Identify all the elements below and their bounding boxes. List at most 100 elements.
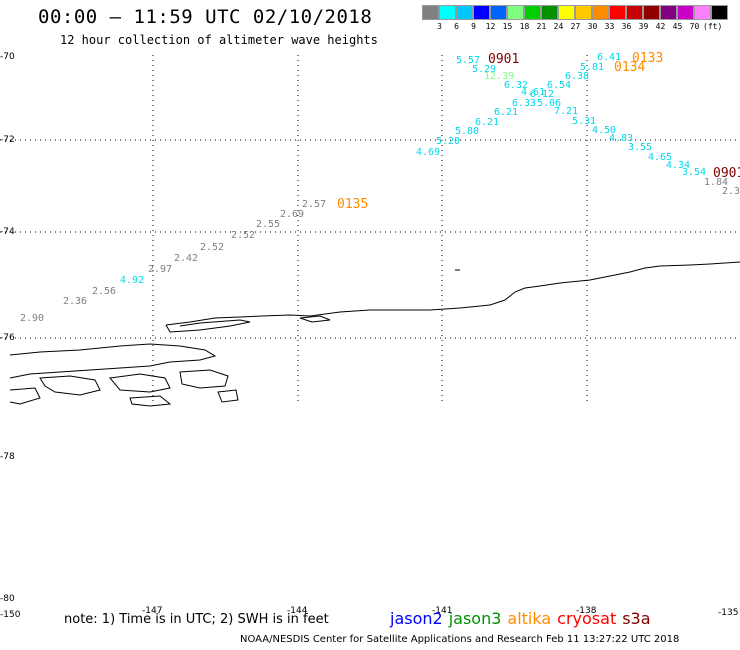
lon-label: -150 xyxy=(0,610,21,620)
lon-label: -141 xyxy=(432,606,453,616)
color-scale-label: 45 xyxy=(672,22,683,31)
color-scale-label: 27 xyxy=(570,22,581,31)
wave-height-value: 4.65 xyxy=(648,152,672,163)
wave-height-value: 2.36 xyxy=(63,296,87,307)
color-scale-label: (ft) xyxy=(703,22,723,31)
legend-entry: cryosat xyxy=(557,609,617,628)
lon-label: -135 xyxy=(718,608,739,618)
wave-height-value: 2.97 xyxy=(148,264,172,275)
legend-entry: jason3 xyxy=(448,609,502,628)
color-scale-swatch xyxy=(609,5,626,20)
legend-entry: s3a xyxy=(622,609,651,628)
pass-label: 0901 xyxy=(488,52,519,67)
wave-height-value: 6.21 xyxy=(494,107,518,118)
lat-label: -70 xyxy=(0,52,15,62)
color-scale-bar xyxy=(422,5,728,20)
wave-height-value: 5.80 xyxy=(455,126,479,137)
wave-height-value: 6.38 xyxy=(565,71,589,82)
wave-height-value: 6.21 xyxy=(475,117,499,128)
color-scale-label: 18 xyxy=(519,22,530,31)
legend-entry: altika xyxy=(507,609,552,628)
color-scale-swatch xyxy=(524,5,541,20)
wave-height-value: 6.32 xyxy=(504,80,528,91)
lat-label: -72 xyxy=(0,135,15,145)
color-scale-label: 36 xyxy=(621,22,632,31)
pass-label: 0901 xyxy=(713,166,740,181)
map-subtitle: 12 hour collection of altimeter wave hei… xyxy=(60,33,378,47)
color-scale-label: 39 xyxy=(638,22,649,31)
color-scale-label: 70 xyxy=(689,22,700,31)
color-scale-label: 15 xyxy=(502,22,513,31)
wave-height-value: 2.57 xyxy=(302,199,326,210)
wave-height-value: 2.52 xyxy=(200,242,224,253)
lon-label: -144 xyxy=(287,606,308,616)
wave-height-value: 4.50 xyxy=(592,125,616,136)
wave-height-value: 5.57 xyxy=(456,55,480,66)
wave-height-value: 2.34 xyxy=(722,186,740,197)
color-scale-label: 3 xyxy=(437,22,442,31)
footer-credit: NOAA/NESDIS Center for Satellite Applica… xyxy=(240,634,680,645)
wave-height-value: 5.31 xyxy=(572,116,596,127)
wave-height-value: 5.20 xyxy=(436,136,460,147)
color-scale-label: 9 xyxy=(471,22,476,31)
color-scale-swatch xyxy=(694,5,711,20)
coastline xyxy=(9,261,740,407)
wave-height-value: 7.21 xyxy=(554,106,578,117)
wave-height-value: 5.06 xyxy=(537,98,561,109)
grid-lines xyxy=(0,55,740,405)
color-scale-swatch xyxy=(575,5,592,20)
wave-height-value: 2.42 xyxy=(174,253,198,264)
wave-height-value: 2.69 xyxy=(280,209,304,220)
wave-height-value: 1.84 xyxy=(704,177,728,188)
lon-label: -147 xyxy=(142,606,163,616)
wave-height-value: 6.54 xyxy=(547,80,571,91)
footer-note: note: 1) Time is in UTC; 2) SWH is in fe… xyxy=(64,612,329,627)
color-scale-label: 12 xyxy=(485,22,496,31)
color-scale-label: 42 xyxy=(655,22,666,31)
wave-height-value: 12.39 xyxy=(484,71,514,82)
pass-label: 0133 xyxy=(632,51,663,66)
color-scale-label: 21 xyxy=(536,22,547,31)
wave-height-value: 4.69 xyxy=(416,147,440,158)
wave-height-value: 6.33 xyxy=(512,98,536,109)
wave-height-value: 3.55 xyxy=(628,142,652,153)
color-scale-swatch xyxy=(677,5,694,20)
wave-height-value: 6.41 xyxy=(597,52,621,63)
lon-label: -138 xyxy=(576,606,597,616)
color-scale-label: 30 xyxy=(587,22,598,31)
color-scale-swatch xyxy=(456,5,473,20)
wave-height-value: 4.34 xyxy=(666,160,690,171)
color-scale-label: 33 xyxy=(604,22,615,31)
color-scale-swatch xyxy=(473,5,490,20)
color-scale-label: 24 xyxy=(553,22,564,31)
legend-entry: jason2 xyxy=(390,609,443,628)
map-title: 00:00 – 11:59 UTC 02/10/2018 xyxy=(38,6,373,28)
color-scale-swatch xyxy=(711,5,728,20)
color-scale-swatch xyxy=(439,5,456,20)
lat-label: -78 xyxy=(0,452,15,462)
lat-label: -76 xyxy=(0,333,15,343)
wave-height-value: 5.81 xyxy=(580,62,604,73)
color-scale-swatch xyxy=(422,5,439,20)
wave-height-value: 6.12 xyxy=(530,89,554,100)
color-scale-swatch xyxy=(558,5,575,20)
color-scale-swatch xyxy=(592,5,609,20)
color-scale-label: 6 xyxy=(454,22,459,31)
wave-height-value: 4.92 xyxy=(120,275,144,286)
wave-height-value: 4.61 xyxy=(521,87,545,98)
pass-label: 0135 xyxy=(337,197,368,212)
wave-height-value: 5.29 xyxy=(472,64,496,75)
lat-label: -74 xyxy=(0,227,15,237)
pass-label: 0134 xyxy=(614,60,645,75)
color-scale-swatch xyxy=(490,5,507,20)
color-scale-swatch xyxy=(507,5,524,20)
lat-label: -80 xyxy=(0,594,15,604)
color-scale-swatch xyxy=(541,5,558,20)
wave-height-value: 4.83 xyxy=(609,133,633,144)
satellite-legend: jason2 jason3 altika cryosat s3a xyxy=(390,609,657,628)
color-scale-swatch xyxy=(626,5,643,20)
